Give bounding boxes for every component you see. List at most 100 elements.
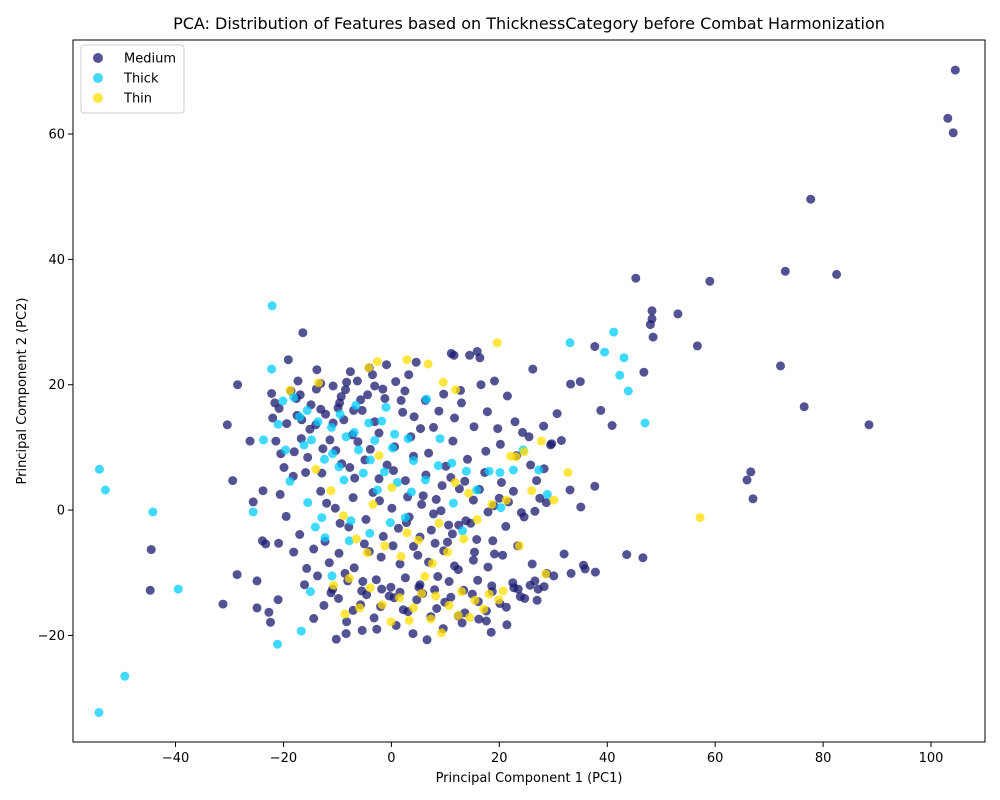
point-medium [146, 545, 156, 555]
point-medium [352, 376, 362, 386]
point-medium [432, 604, 442, 613]
point-medium [365, 444, 375, 454]
point-thick [372, 485, 382, 495]
point-medium [495, 439, 505, 449]
point-medium [412, 595, 422, 605]
point-thin [434, 518, 444, 528]
point-thin [492, 338, 502, 348]
point-medium [746, 467, 756, 477]
point-medium [498, 550, 508, 560]
point-thin [479, 604, 489, 614]
point-thin [541, 569, 551, 579]
point-medium [532, 595, 542, 605]
point-medium [549, 571, 559, 581]
point-medium [275, 489, 285, 499]
point-medium [468, 495, 478, 505]
point-medium [648, 332, 658, 342]
point-medium [404, 370, 414, 380]
point-medium [319, 600, 329, 610]
point-thin [549, 495, 559, 505]
point-medium [547, 439, 557, 449]
y-tick-label: −20 [38, 629, 65, 644]
point-thin [506, 451, 516, 461]
point-medium [266, 617, 275, 627]
point-thin [380, 541, 390, 551]
point-medium [530, 506, 540, 516]
point-medium [476, 380, 486, 390]
plot-area-frame [72, 39, 986, 743]
point-medium [590, 342, 600, 351]
point-medium [395, 559, 405, 569]
point-thick [409, 456, 418, 466]
point-medium [950, 65, 960, 75]
point-medium [417, 499, 427, 509]
point-medium [631, 273, 641, 283]
point-medium [374, 474, 384, 484]
point-thick [320, 454, 329, 464]
point-medium [494, 493, 504, 503]
point-medium [363, 390, 373, 400]
point-medium [380, 394, 390, 403]
point-medium [539, 421, 549, 431]
point-thick [385, 518, 395, 528]
point-thin [329, 580, 339, 590]
point-medium [490, 549, 499, 559]
point-medium [673, 309, 683, 319]
point-medium [374, 428, 384, 438]
point-thick [609, 327, 619, 337]
point-medium [245, 436, 255, 446]
point-medium [377, 584, 387, 594]
point-medium [943, 113, 953, 123]
point-thin [426, 614, 436, 624]
point-thick [458, 526, 468, 536]
point-thin [386, 617, 396, 627]
x-tick-label: −40 [162, 751, 189, 766]
point-thick [379, 467, 389, 477]
point-medium [418, 491, 428, 501]
point-thin [443, 547, 452, 557]
point-medium [382, 460, 392, 470]
point-medium [449, 350, 459, 360]
point-medium [283, 355, 293, 365]
point-thick [351, 400, 361, 410]
point-thick [565, 338, 575, 348]
point-medium [552, 409, 562, 419]
point-thin [457, 587, 466, 597]
point-medium [353, 437, 363, 447]
point-medium [400, 476, 410, 486]
point-medium [398, 407, 408, 417]
point-medium [376, 552, 386, 562]
point-medium [281, 511, 291, 521]
x-tick-label: −20 [270, 751, 297, 766]
point-thick [542, 489, 552, 499]
x-tick-label: 40 [599, 751, 616, 766]
point-medium [368, 370, 377, 380]
point-medium [309, 614, 319, 623]
point-thin [427, 558, 437, 568]
point-thick [302, 405, 312, 415]
point-medium [444, 520, 454, 530]
point-thick [344, 536, 354, 546]
point-medium [387, 503, 397, 513]
point-medium [273, 595, 283, 605]
point-thick [422, 394, 431, 404]
point-medium [386, 582, 396, 592]
point-medium [566, 568, 576, 578]
point-medium [334, 594, 343, 603]
point-medium [483, 562, 493, 572]
point-thin [417, 589, 427, 598]
point-medium [472, 535, 482, 544]
point-medium [470, 547, 479, 557]
point-medium [457, 398, 466, 408]
point-medium [559, 549, 569, 559]
point-thick [508, 465, 518, 475]
point-thick [346, 516, 356, 526]
point-medium [520, 594, 530, 603]
point-medium [508, 486, 518, 496]
point-medium [446, 592, 456, 602]
point-thin [413, 535, 423, 545]
point-thin [364, 363, 374, 373]
point-thin [395, 593, 404, 603]
point-medium [580, 564, 590, 574]
point-medium [434, 406, 444, 416]
